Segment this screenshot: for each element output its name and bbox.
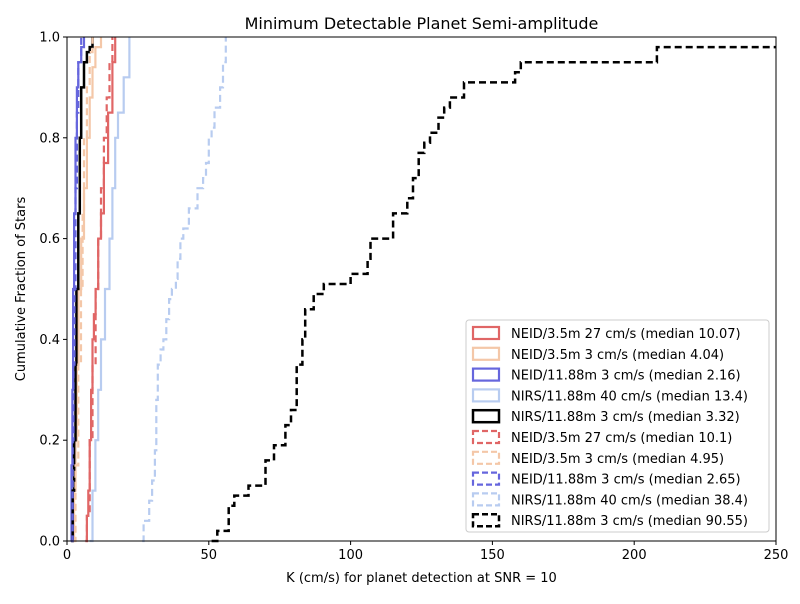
plot-series-group — [70, 37, 776, 543]
series-line-7 — [72, 37, 94, 543]
legend-swatch — [471, 492, 501, 507]
y-axis-label: Cumulative Fraction of Stars — [14, 197, 29, 382]
plot-frame — [66, 36, 777, 542]
legend-swatch — [471, 429, 501, 445]
x-axis-ticks: 0 50 100 150 200 250 — [63, 541, 789, 563]
legend-swatch — [471, 408, 501, 424]
legend-label: NEID/3.5m 3 cm/s (median 4.95) — [511, 452, 724, 467]
legend-label: NIRS/11.88m 3 cm/s (median 3.32) — [511, 410, 740, 425]
legend-swatch — [471, 388, 501, 403]
legend-label: NEID/11.88m 3 cm/s (median 2.65) — [511, 473, 741, 488]
x-tick-label: 100 — [338, 548, 363, 563]
series-line-8 — [71, 37, 83, 543]
y-tick-label: 0.6 — [39, 232, 60, 247]
series-line-6 — [85, 37, 114, 543]
legend-label: NIRS/11.88m 40 cm/s (median 38.4) — [511, 493, 748, 508]
y-tick-label: 0.2 — [39, 434, 60, 449]
legend-swatch — [471, 346, 501, 361]
legend-swatch — [471, 512, 501, 528]
x-tick-label: 200 — [622, 548, 647, 563]
legend: NEID/3.5m 27 cm/s (median 10.07) NEID/3.5… — [465, 319, 770, 533]
legend-label: NEID/3.5m 27 cm/s (median 10.07) — [511, 327, 741, 342]
legend-label: NEID/3.5m 27 cm/s (median 10.1) — [511, 431, 732, 446]
chart-title: Minimum Detectable Planet Semi-amplitude — [245, 14, 599, 33]
y-tick-label: 1.0 — [39, 31, 60, 46]
x-tick-label: 50 — [201, 548, 218, 563]
legend-label: NIRS/11.88m 40 cm/s (median 13.4) — [511, 389, 748, 404]
legend-label: NEID/3.5m 3 cm/s (median 4.04) — [511, 348, 724, 363]
series-line-9 — [142, 37, 227, 543]
legend-swatch — [471, 471, 501, 486]
x-tick-label: 150 — [480, 548, 505, 563]
series-line-10 — [211, 45, 776, 543]
x-tick-label: 0 — [63, 548, 71, 563]
y-tick-label: 0.4 — [39, 333, 60, 348]
legend-box — [465, 319, 770, 533]
legend-swatch — [471, 367, 501, 382]
x-axis-label: K (cm/s) for planet detection at SNR = 1… — [286, 571, 557, 586]
y-axis-ticks: 0.0 0.2 0.4 0.6 0.8 1.0 — [39, 31, 67, 550]
legend-swatch — [471, 450, 501, 465]
legend-label: NIRS/11.88m 3 cm/s (median 90.55) — [511, 514, 748, 529]
legend-swatch — [471, 325, 501, 341]
y-tick-label: 0.0 — [39, 535, 60, 550]
y-tick-label: 0.8 — [39, 131, 60, 146]
series-line-4 — [89, 37, 131, 543]
series-line-2 — [72, 37, 103, 543]
series-line-5 — [71, 37, 94, 543]
legend-label: NEID/11.88m 3 cm/s (median 2.16) — [511, 369, 741, 384]
x-tick-label: 250 — [764, 548, 789, 563]
